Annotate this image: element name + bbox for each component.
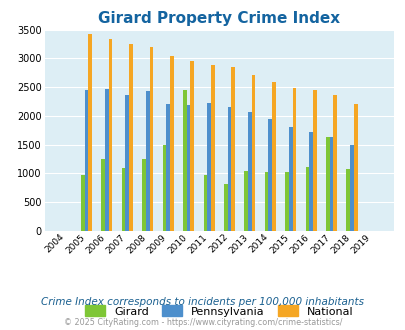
Bar [231, 67, 234, 231]
Bar [325, 137, 329, 231]
Bar [309, 132, 312, 231]
Bar [244, 171, 247, 231]
Bar [166, 104, 170, 231]
Bar [210, 65, 214, 231]
Bar [149, 47, 153, 231]
Bar [125, 95, 129, 231]
Bar [101, 158, 105, 231]
Bar [288, 127, 292, 231]
Bar [84, 89, 88, 231]
Bar [264, 172, 268, 231]
Bar [224, 184, 227, 231]
Bar [345, 169, 349, 231]
Bar [190, 61, 194, 231]
Bar [333, 95, 336, 231]
Bar [292, 88, 296, 231]
Bar [227, 107, 231, 231]
Text: Crime Index corresponds to incidents per 100,000 inhabitants: Crime Index corresponds to incidents per… [41, 297, 364, 307]
Bar [170, 56, 173, 231]
Bar [329, 137, 333, 231]
Bar [305, 167, 309, 231]
Bar [88, 34, 92, 231]
Bar [251, 75, 255, 231]
Text: © 2025 CityRating.com - https://www.cityrating.com/crime-statistics/: © 2025 CityRating.com - https://www.city… [64, 318, 341, 327]
Bar [105, 89, 109, 231]
Bar [122, 168, 125, 231]
Bar [183, 89, 186, 231]
Bar [247, 112, 251, 231]
Bar [271, 82, 275, 231]
Bar [109, 40, 112, 231]
Bar [203, 175, 207, 231]
Title: Girard Property Crime Index: Girard Property Crime Index [98, 11, 339, 26]
Bar [142, 158, 145, 231]
Bar [186, 105, 190, 231]
Bar [285, 172, 288, 231]
Bar [353, 105, 357, 231]
Bar [207, 103, 210, 231]
Bar [162, 145, 166, 231]
Legend: Girard, Pennsylvania, National: Girard, Pennsylvania, National [81, 301, 357, 321]
Bar [349, 145, 353, 231]
Bar [312, 89, 316, 231]
Bar [268, 119, 271, 231]
Bar [129, 44, 132, 231]
Bar [145, 91, 149, 231]
Bar [81, 175, 84, 231]
